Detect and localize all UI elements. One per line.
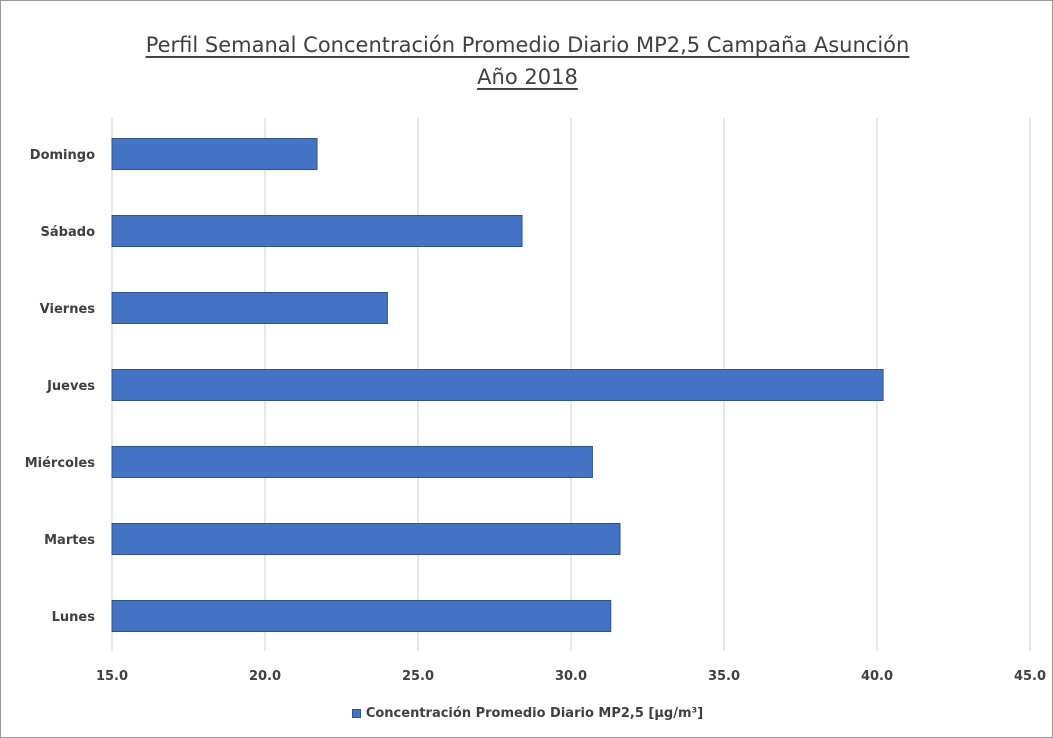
legend: Concentración Promedio Diario MP2,5 [µg/…: [1, 706, 1053, 721]
legend-swatch: [351, 709, 361, 718]
bar-sábado: [111, 215, 523, 247]
bars: [111, 138, 884, 632]
x-tick-label-0: 15.0: [96, 669, 128, 684]
category-label-6: Domingo: [30, 148, 95, 163]
category-labels: Lunes Martes Miércoles Jueves Viernes Sábado D…: [25, 148, 96, 625]
x-tick-label-6: 45.0: [1014, 669, 1046, 684]
x-tick-label-2: 25.0: [402, 669, 434, 684]
chart-title: Perfil Semanal Concentración Promedio Di…: [145, 33, 910, 57]
category-label-3: Jueves: [46, 379, 95, 394]
category-label-4: Viernes: [40, 302, 96, 317]
bar-viernes: [111, 292, 388, 324]
chart-subtitle: Año 2018: [477, 65, 578, 89]
category-label-1: Martes: [44, 533, 95, 548]
category-label-2: Miércoles: [25, 456, 96, 471]
category-label-5: Sábado: [41, 225, 96, 240]
x-tick-label-1: 20.0: [249, 669, 281, 684]
bar-miércoles: [111, 446, 593, 478]
bar-domingo: [111, 138, 318, 170]
x-axis-tick-labels: 15.0 20.0 25.0 30.0 35.0 40.0 45.0: [96, 669, 1046, 684]
bar-martes: [111, 523, 621, 555]
x-tick-label-3: 30.0: [555, 669, 587, 684]
bar-lunes: [111, 600, 612, 632]
legend-label: Concentración Promedio Diario MP2,5 [µg/…: [365, 706, 704, 721]
x-tick-label-4: 35.0: [708, 669, 740, 684]
bar-jueves: [111, 369, 884, 401]
category-label-0: Lunes: [52, 610, 96, 625]
x-tick-label-5: 40.0: [861, 669, 893, 684]
